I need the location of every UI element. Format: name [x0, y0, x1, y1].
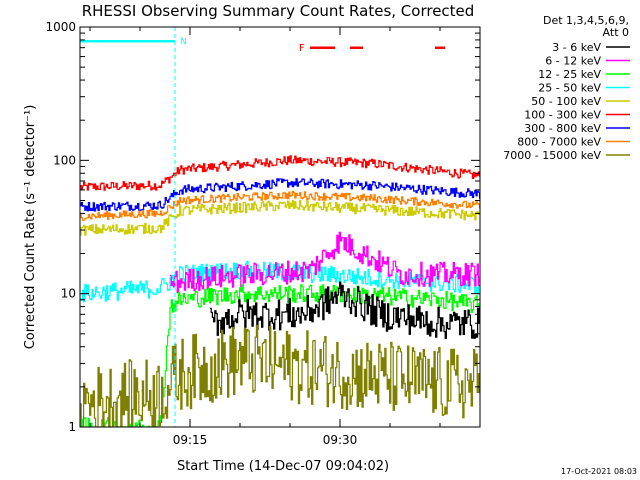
- generation-timestamp: 17-Oct-2021 08:03: [561, 467, 637, 476]
- series-line-5: [170, 231, 480, 294]
- legend-entry-label: 800 - 7000 keV: [517, 136, 601, 149]
- y-tick-label: 1: [68, 420, 76, 434]
- flare-flag-bar-2: [435, 46, 445, 49]
- legend-entry-label: 7000 - 15000 keV: [503, 149, 601, 162]
- plot-frame: [79, 26, 481, 428]
- flare-flag-bar-0: [310, 46, 335, 49]
- y-tick-label: 1000: [45, 20, 76, 34]
- series-line-3: [80, 199, 480, 236]
- legend-entry-label: 300 - 800 keV: [524, 122, 601, 135]
- series-line-2: [80, 190, 480, 221]
- series-line-4: [80, 260, 480, 303]
- night-flag-bar-0: [80, 40, 175, 43]
- legend-entry-label: 100 - 300 keV: [524, 109, 601, 122]
- series-line-0: [80, 155, 480, 191]
- legend-entry-label: 3 - 6 keV: [552, 41, 601, 54]
- legend-entry-label: 25 - 50 keV: [538, 82, 601, 95]
- y-tick-label: 100: [53, 153, 76, 167]
- flare-flag-bar-1: [350, 46, 363, 49]
- legend-entry-label: 6 - 12 keV: [545, 55, 601, 68]
- series-line-8: [80, 324, 480, 427]
- legend-entry-label: 12 - 25 keV: [538, 68, 601, 81]
- series-line-6: [80, 284, 480, 427]
- legend-header-line: Det 1,3,4,5,6,9,: [543, 14, 629, 27]
- legend-entry-label: 50 - 100 keV: [531, 95, 601, 108]
- series-line-7: [210, 281, 480, 339]
- x-tick-label: 09:30: [323, 433, 358, 447]
- x-tick-label: 09:15: [173, 433, 208, 447]
- y-tick-label: 10: [61, 287, 76, 301]
- series-line-1: [80, 178, 480, 212]
- flare-flag-label: F: [299, 43, 305, 54]
- y-axis-label: Corrected Count Rate (s⁻¹ detector⁻¹): [23, 105, 38, 350]
- legend-header-line: Att 0: [603, 26, 629, 39]
- x-axis-label: Start Time (14-Dec-07 09:04:02): [177, 459, 389, 474]
- chart-title: RHESSI Observing Summary Count Rates, Co…: [82, 2, 475, 20]
- night-flag-label: N: [180, 37, 187, 47]
